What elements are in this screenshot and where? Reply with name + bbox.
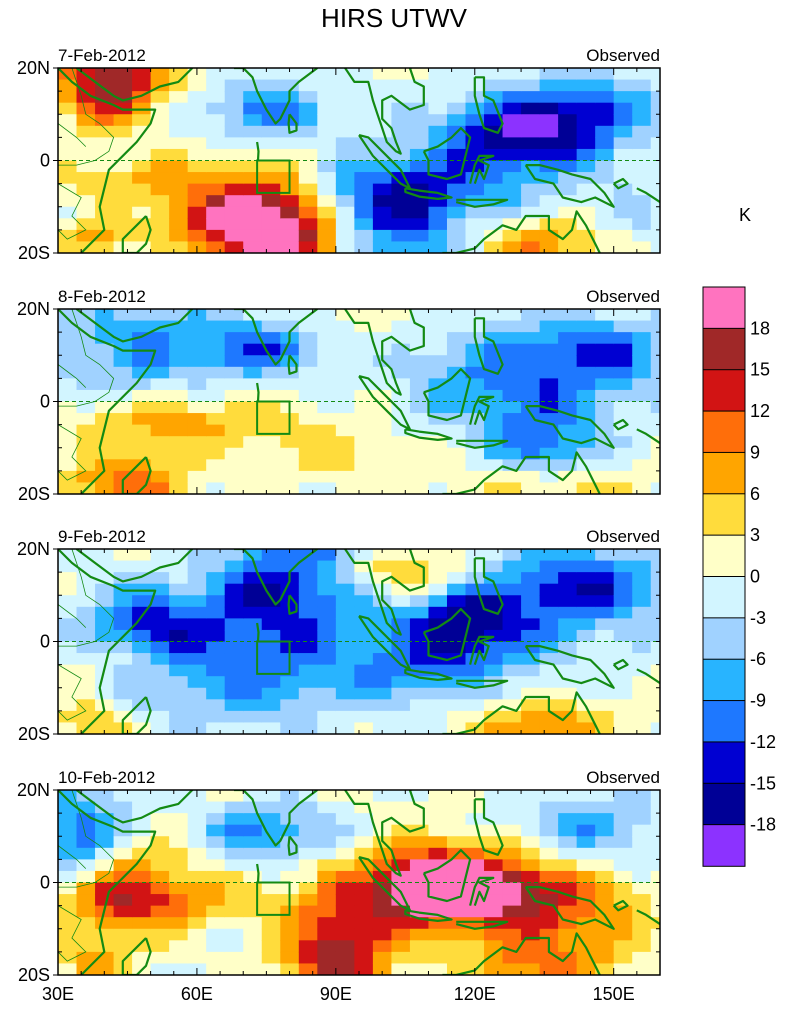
colorbar-swatch [702, 534, 746, 578]
colorbar-swatch [702, 493, 746, 536]
colorbar-tick-label: 0 [750, 567, 760, 587]
panel-date-label: 9-Feb-2012 [58, 527, 146, 546]
latitude-tick-label: 0 [40, 873, 50, 893]
colorbar-swatch [702, 410, 746, 454]
colorbar-swatch [702, 286, 746, 330]
colorbar-tick-label: 9 [750, 442, 760, 462]
colorbar: 18 15 12 9 6 3 0 -3 -6 -9 -12 -15 -18 [702, 286, 776, 867]
coastlines [58, 68, 660, 253]
colorbar-swatch [702, 369, 746, 412]
anomaly-field [58, 68, 660, 253]
latitude-tick-label: 20S [18, 965, 50, 985]
anomaly-field [58, 549, 660, 734]
latitude-tick-label: 20N [17, 780, 50, 800]
latitude-tick-label: 20N [17, 539, 50, 559]
map-panel: 20N 0 20S 8-Feb-2012 Observed [17, 287, 661, 504]
colorbar-tick-label: -12 [750, 732, 776, 752]
study-region-box [256, 159, 291, 194]
colorbar-swatch [702, 327, 746, 371]
longitude-tick-label: 60E [181, 984, 213, 1004]
panel-type-label: Observed [586, 527, 660, 546]
latitude-tick-label: 20S [18, 724, 50, 744]
colorbar-tick-label: -9 [750, 691, 766, 711]
colorbar-tick-label: 15 [750, 360, 770, 380]
colorbar-swatch [702, 451, 746, 495]
longitude-tick-label: 120E [454, 984, 496, 1004]
colorbar-tick-label: 12 [750, 401, 770, 421]
latitude-tick-label: 20N [17, 58, 50, 78]
colorbar-tick-label: -18 [750, 815, 776, 835]
latitude-tick-label: 0 [40, 632, 50, 652]
map-panel: 20N 0 20S 10-Feb-2012 Observed [17, 768, 661, 985]
map-panel: 20N 0 20S 7-Feb-2012 Observed [17, 46, 661, 263]
longitude-tick-label: 90E [320, 984, 352, 1004]
longitude-tick-label: 30E [42, 984, 74, 1004]
latitude-tick-label: 20S [18, 243, 50, 263]
longitude-tick-label: 150E [593, 984, 635, 1004]
panel-date-label: 7-Feb-2012 [58, 46, 146, 65]
colorbar-swatch [702, 782, 746, 826]
colorbar-swatch [702, 741, 746, 785]
panel-type-label: Observed [586, 768, 660, 787]
figure-title: HIRS UTWV [321, 3, 468, 33]
study-region-box [256, 640, 291, 675]
colorbar-tick-label: -6 [750, 649, 766, 669]
study-region-box [256, 881, 291, 916]
panel-date-label: 10-Feb-2012 [58, 768, 155, 787]
colorbar-tick-label: -3 [750, 608, 766, 628]
colorbar-swatch [702, 824, 746, 867]
longitude-axis: 30E 60E 90E 120E 150E [42, 984, 635, 1004]
colorbar-tick-label: -15 [750, 773, 776, 793]
panel-date-label: 8-Feb-2012 [58, 287, 146, 306]
colorbar-tick-label: 3 [750, 525, 760, 545]
latitude-tick-label: 0 [40, 151, 50, 171]
colorbar-tick-label: 18 [750, 318, 770, 338]
colorbar-tick-label: 6 [750, 484, 760, 504]
panel-type-label: Observed [586, 287, 660, 306]
colorbar-units-label: K [739, 205, 751, 225]
coastlines [58, 790, 660, 975]
colorbar-swatch [702, 700, 746, 743]
anomaly-field [58, 790, 660, 975]
colorbar-swatch [702, 617, 746, 661]
latitude-tick-label: 0 [40, 392, 50, 412]
coastlines [58, 549, 660, 734]
coastlines [58, 309, 660, 494]
study-region-box [256, 400, 291, 435]
latitude-tick-label: 20N [17, 299, 50, 319]
colorbar-swatch [702, 658, 746, 702]
map-panels: 20N 0 20S 7-Feb-2012 Observed 20N 0 20S 8-Feb-20… [17, 46, 661, 985]
latitude-tick-label: 20S [18, 484, 50, 504]
colorbar-swatch [702, 576, 746, 619]
panel-type-label: Observed [586, 46, 660, 65]
map-panel: 20N 0 20S 9-Feb-2012 Observed [17, 527, 661, 744]
